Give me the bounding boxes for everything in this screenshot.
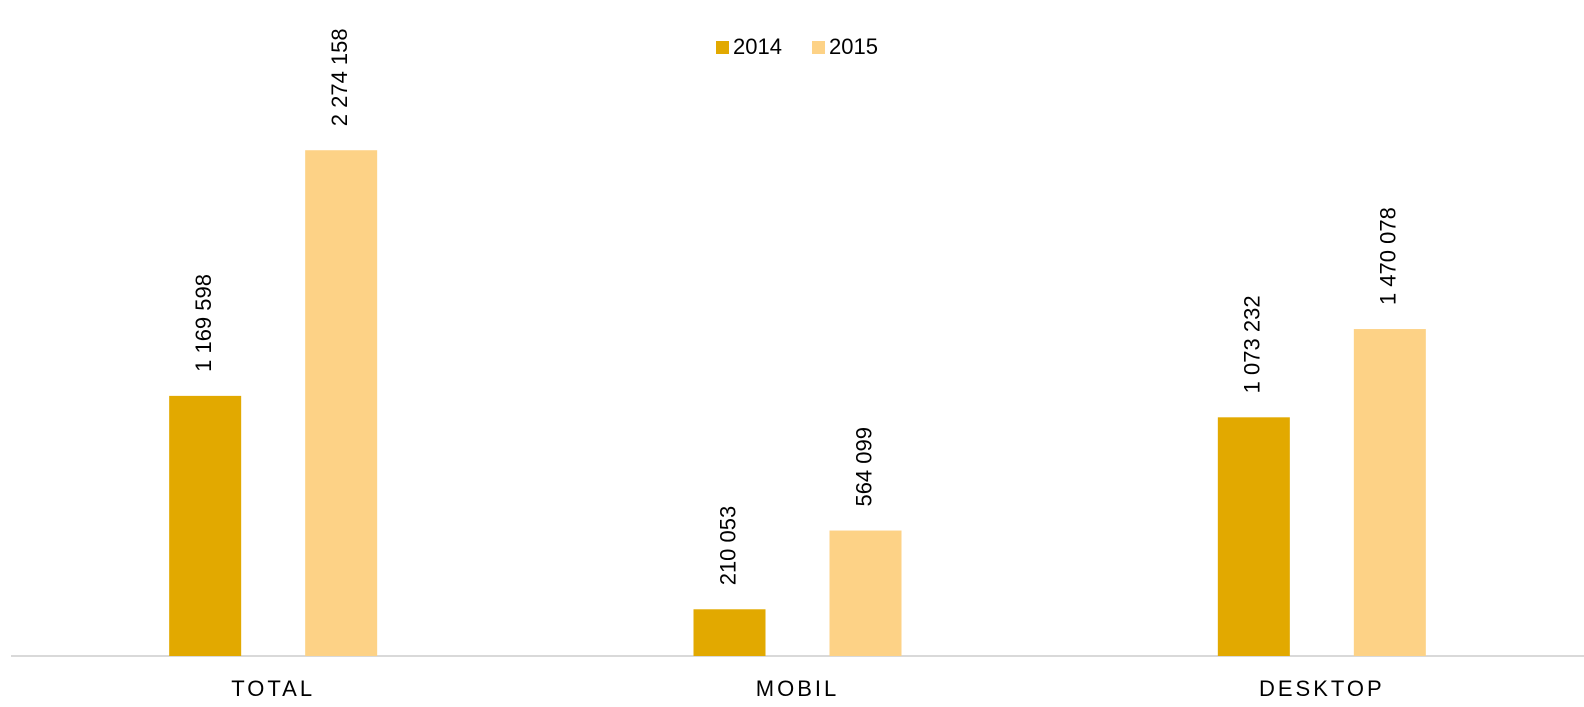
legend-label: 2014 <box>733 34 782 59</box>
data-label: 564 099 <box>851 427 876 507</box>
x-tick-label: TOTAL <box>231 676 315 701</box>
x-tick-label: MOBIL <box>756 676 839 701</box>
data-label: 210 053 <box>715 506 740 586</box>
bar <box>169 395 242 656</box>
legend-swatch <box>812 41 825 54</box>
bar <box>829 530 902 656</box>
data-label: 1 470 078 <box>1376 207 1401 305</box>
bar <box>1217 417 1290 656</box>
data-label: 2 274 158 <box>327 28 352 126</box>
data-label: 1 073 232 <box>1240 295 1265 393</box>
bar <box>305 150 378 656</box>
legend-label: 2015 <box>829 34 878 59</box>
legend-swatch <box>716 41 729 54</box>
bar <box>693 609 766 656</box>
bar <box>1353 329 1426 656</box>
data-label: 1 169 598 <box>191 274 216 372</box>
x-tick-label: DESKTOP <box>1259 676 1385 701</box>
